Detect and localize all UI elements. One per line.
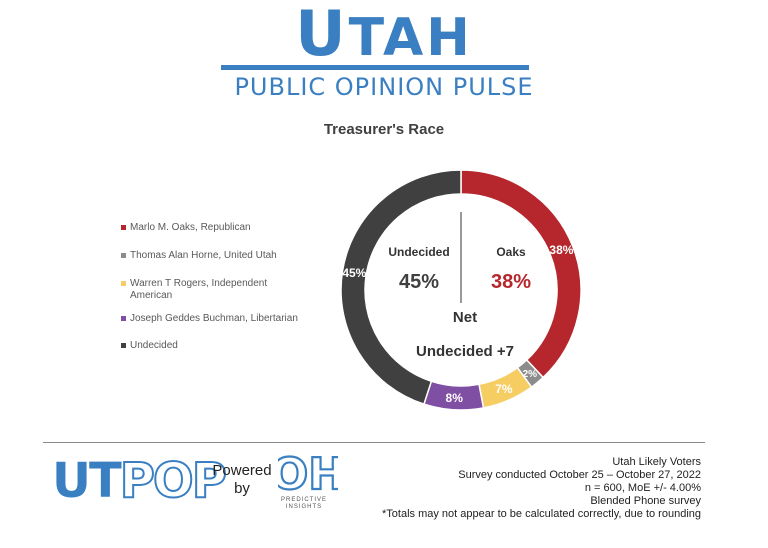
survey-note-line: Utah Likely Voters: [612, 456, 701, 468]
survey-note-line: Survey conducted October 25 – October 27…: [458, 469, 701, 481]
legend-swatch: [121, 343, 126, 348]
utpop-logo-ut: UT: [52, 453, 122, 509]
net-value: Undecided +7: [416, 343, 514, 360]
slice-data-label: 45%: [342, 266, 366, 280]
legend-label: Undecided: [130, 340, 178, 351]
utpop-logo-pop: POP: [119, 453, 228, 509]
legend-label: Joseph Geddes Buchman, Libertarian: [130, 313, 298, 324]
legend-label: Warren T Rogers, Independent American: [130, 278, 268, 301]
slice-data-label: 8%: [446, 391, 464, 405]
legend-swatch: [121, 281, 126, 286]
footer-divider: [43, 442, 705, 443]
partner-name: PREDICTIVE INSIGHTS: [280, 497, 327, 510]
survey-note-line: n = 600, MoE +/- 4.00%: [584, 482, 701, 494]
powered-line-1: Powered: [212, 462, 272, 479]
oh-predictive-insights-logo: OH: [278, 451, 338, 497]
center-right-name: Oaks: [496, 245, 526, 259]
survey-note-line: *Totals may not appear to be calculated …: [382, 508, 701, 520]
powered-line-2: by: [234, 480, 250, 497]
survey-notes: Utah Likely Voters Survey conducted Octob…: [321, 456, 701, 521]
legend-swatch: [121, 225, 126, 230]
slice-data-label: 7%: [495, 382, 513, 396]
center-left-value: 45%: [399, 271, 439, 293]
legend-swatch: [121, 253, 126, 258]
survey-note-line: Blended Phone survey: [590, 495, 701, 507]
legend-swatch: [121, 316, 126, 321]
legend-label: Marlo M. Oaks, Republican: [130, 222, 251, 233]
logo-divider: [221, 65, 529, 70]
utpop-logo: UTPOP: [52, 456, 228, 506]
center-left-name: Undecided: [388, 245, 449, 259]
legend-label: Thomas Alan Horne, United Utah: [130, 250, 277, 261]
chart-title: Treasurer's Race: [323, 121, 445, 138]
oh-logo-mark: OH: [278, 451, 338, 497]
center-right-value: 38%: [491, 271, 531, 293]
utah-logo-wordmark: UTAH: [0, 3, 768, 69]
logo-subtitle: PUBLIC OPINION PULSE: [234, 73, 534, 101]
utah-logo-rest: TAH: [348, 8, 473, 68]
slice-data-label: 2%: [523, 369, 538, 380]
net-label: Net: [453, 309, 477, 326]
powered-by-text: Powered by: [207, 462, 277, 498]
slice-data-label: 38%: [549, 243, 573, 257]
donut-slice: [340, 169, 462, 406]
utah-logo-initial: U: [295, 0, 349, 70]
